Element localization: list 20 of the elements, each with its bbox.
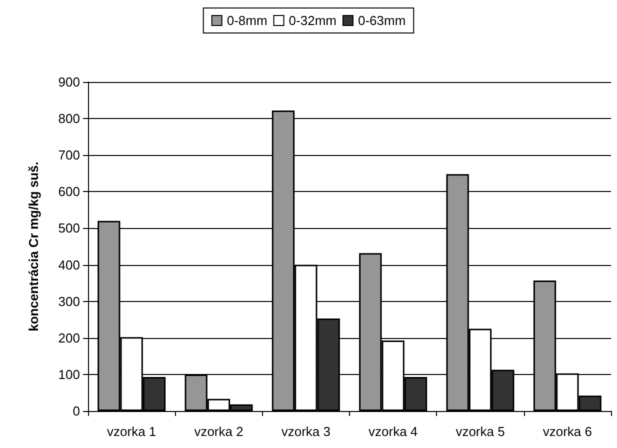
y-tick-label: 0 bbox=[72, 404, 80, 418]
x-tick-label: vzorka 5 bbox=[456, 424, 505, 439]
y-tick-label: 800 bbox=[58, 111, 80, 126]
y-tick-label: 500 bbox=[58, 220, 80, 236]
x-tick-label: vzorka 1 bbox=[107, 424, 156, 439]
legend-label: 0-8mm bbox=[226, 13, 268, 28]
legend-label: 0-32mm bbox=[288, 13, 336, 28]
y-tick-label: 300 bbox=[58, 294, 80, 309]
x-tick-label: vzorka 3 bbox=[281, 424, 330, 439]
y-tick-label: 100 bbox=[58, 366, 80, 382]
y-tick-label: 400 bbox=[58, 257, 80, 272]
x-tick-label: vzorka 2 bbox=[194, 424, 244, 439]
y-tick-label: 700 bbox=[58, 148, 80, 163]
y-tick-label: 200 bbox=[58, 330, 80, 346]
x-tick-label: vzorka 6 bbox=[542, 424, 592, 439]
legend-label: 0-63mm bbox=[358, 13, 406, 28]
x-tick-label: vzorka 4 bbox=[368, 424, 418, 439]
y-axis-title: koncentrácia Cr mg/kg suš. bbox=[26, 162, 41, 332]
y-tick-label: 900 bbox=[58, 74, 80, 90]
y-tick-label: 600 bbox=[58, 184, 80, 200]
